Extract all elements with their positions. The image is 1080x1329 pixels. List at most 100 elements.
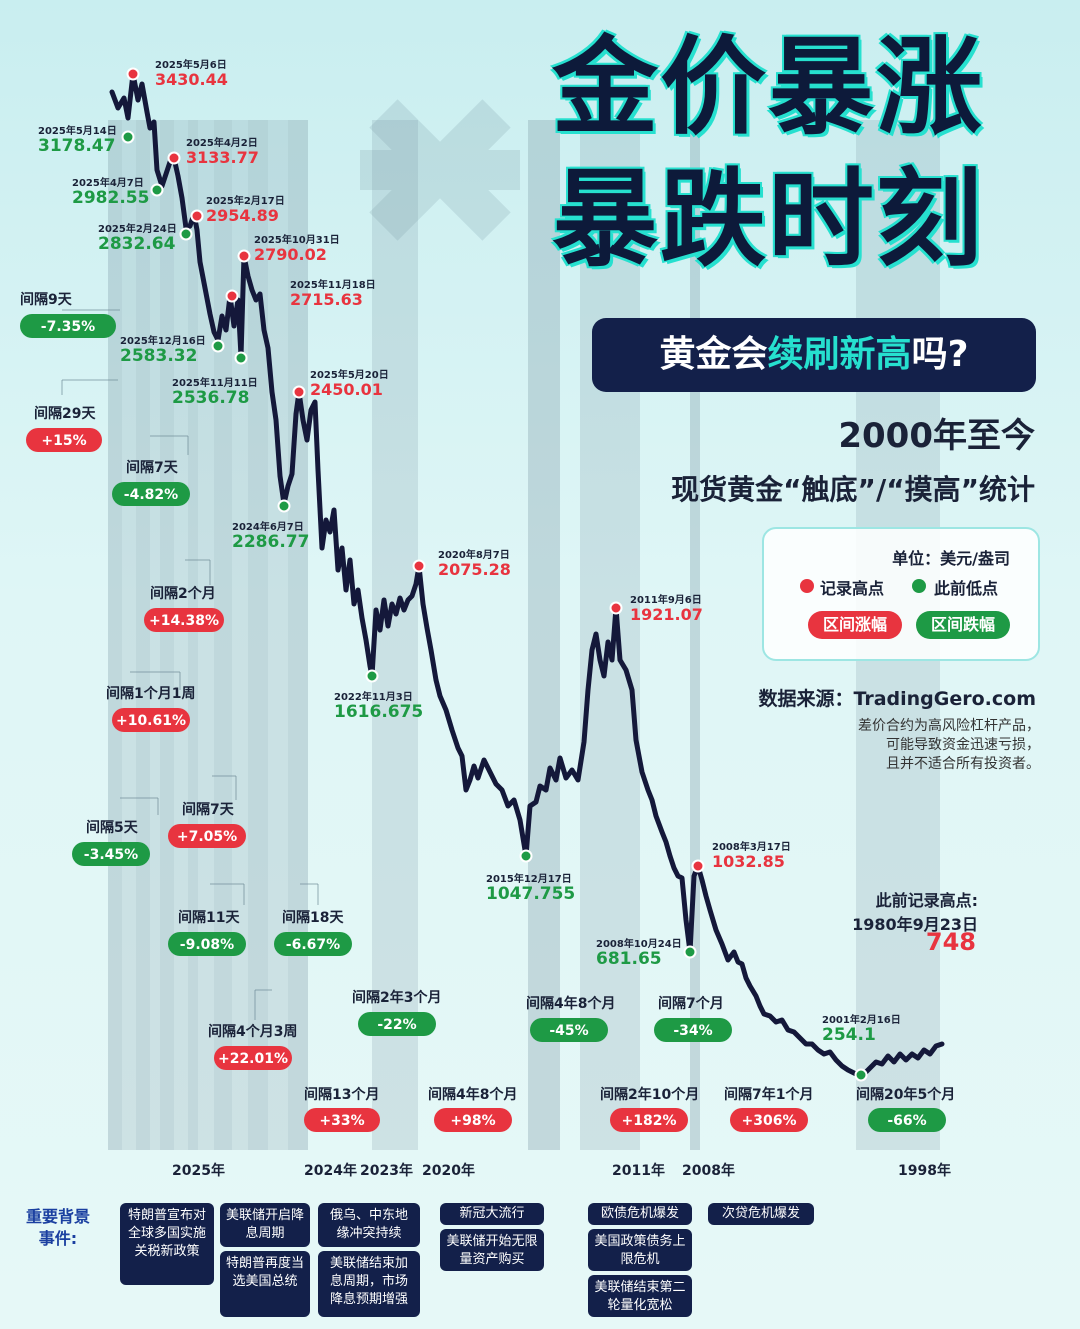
shade-band [188, 120, 198, 1150]
interval-change-label: -9.08% [180, 937, 234, 953]
interval-change-pill [274, 932, 352, 956]
shade-band [288, 120, 308, 1150]
prior-low-point [365, 669, 379, 683]
events-label: 重要背景事件: [25, 1207, 90, 1248]
shade-band [268, 120, 288, 1150]
since-label: 2000年至今 [838, 416, 1035, 456]
point-value-label: 2286.77 [232, 532, 309, 552]
point-date-label: 2024年6月7日 [232, 520, 304, 533]
interval-change-label: +98% [450, 1113, 495, 1129]
interval-change-pill [72, 842, 150, 866]
point-date-label: 2011年9月6日 [630, 593, 702, 606]
event-8: 欧债危机爆发 [588, 1203, 692, 1225]
legend-low-label: 此前低点 [934, 579, 999, 598]
banner-suffix: 吗? [911, 334, 969, 375]
interval-change-label: +182% [622, 1113, 677, 1129]
shade-band [122, 120, 136, 1150]
interval-gap-label: 间隔7天 [182, 801, 235, 818]
shade-band [248, 120, 268, 1150]
interval-change-pill [20, 314, 116, 338]
interval-change-label: -66% [887, 1113, 926, 1129]
interval-change-pill [434, 1108, 512, 1132]
source-text: 数据来源：TradingGero.com [758, 688, 1036, 710]
point-value-label: 3430.44 [155, 70, 228, 89]
event-2: 美联储开启降息周期 [220, 1203, 310, 1247]
interval-gap-label: 间隔2年3个月 [352, 989, 441, 1006]
interval-gap-label: 间隔7天 [126, 459, 179, 476]
interval-change-pill [654, 1018, 732, 1042]
point-value-label: 1616.675 [334, 702, 423, 722]
shade-band [372, 120, 418, 1150]
prior-low-point [277, 499, 291, 513]
event-9: 美国政策债务上限危机 [588, 1229, 692, 1271]
prior-record-label: 此前记录高点: [875, 891, 978, 910]
record-high-point [609, 601, 623, 615]
interval-change-label: -34% [673, 1023, 712, 1039]
point-date-label: 2008年10月24日 [596, 937, 682, 950]
interval-change-label: +15% [41, 433, 86, 449]
point-value-label: 1921.07 [630, 605, 703, 624]
interval-change-label: -3.45% [84, 847, 138, 863]
point-value-label: 3178.47 [38, 136, 115, 156]
interval-gap-label: 间隔2个月 [150, 585, 216, 602]
point-date-label: 2025年5月14日 [38, 124, 117, 137]
legend-high-dot [800, 579, 814, 593]
interval-gap-label: 间隔4个月3周 [208, 1023, 297, 1040]
interval-gap-label: 间隔9天 [20, 291, 73, 308]
interval-change-pill [168, 932, 246, 956]
shade-band [214, 120, 232, 1150]
prior-low-point [211, 339, 225, 353]
legend-box: 单位：美元/盎司 记录高点 此前低点 区间涨幅 区间跌幅 [762, 527, 1040, 661]
legend-rise-pill: 区间涨幅 [808, 611, 902, 639]
interval-change-label: +22.01% [218, 1051, 288, 1067]
legend-fall-pill: 区间跌幅 [916, 611, 1010, 639]
shade-band [198, 120, 214, 1150]
interval-change-pill [358, 1012, 436, 1036]
interval-gap-label: 间隔4年8个月 [428, 1086, 517, 1103]
interval-change-pill [168, 824, 246, 848]
year-tick-label: 2008年 [682, 1162, 735, 1179]
interval-change-pill [144, 608, 224, 632]
interval-gap-label: 间隔5天 [86, 819, 139, 836]
event-4: 俄乌、中东地缘冲突持续 [318, 1203, 420, 1247]
prior-low-point [683, 945, 697, 959]
interval-change-pill [214, 1046, 292, 1070]
interval-change-label: +306% [742, 1113, 797, 1129]
interval-gap-label: 间隔1个月1周 [106, 685, 195, 702]
point-date-label: 2025年2月24日 [98, 222, 177, 235]
point-value-label: 2450.01 [310, 380, 383, 399]
point-date-label: 2025年11月18日 [290, 278, 376, 291]
point-date-label: 2025年10月31日 [254, 233, 340, 246]
point-value-label: 2075.28 [438, 560, 511, 579]
disclaimer-1: 差价合约为高风险杠杆产品， [858, 718, 1040, 734]
record-high-point [190, 209, 204, 223]
point-value-label: 2832.64 [98, 234, 176, 254]
legend-low-dot [912, 579, 926, 593]
point-value-label: 2536.78 [172, 388, 249, 408]
legend-high-label: 记录高点 [820, 579, 885, 598]
interval-gap-label: 间隔7个月 [658, 995, 724, 1012]
point-value-label: 1032.85 [712, 852, 785, 871]
interval-change-pill [26, 428, 102, 452]
point-value-label: 2982.55 [72, 188, 149, 208]
point-value-label: 254.1 [822, 1025, 876, 1045]
shade-band [174, 120, 188, 1150]
price-line [109, 71, 945, 1077]
year-tick-label: 2023年 [360, 1162, 413, 1179]
interval-change-label: -22% [377, 1017, 416, 1033]
record-high-point [225, 289, 239, 303]
point-date-label: 2001年2月16日 [822, 1013, 901, 1026]
shade-band [528, 120, 560, 1150]
event-11: 次贷危机爆发 [708, 1203, 814, 1225]
event-6: 新冠大流行 [440, 1203, 544, 1225]
point-value-label: 3133.77 [186, 148, 259, 167]
interval-change-pill [112, 708, 190, 732]
interval-change-pill [868, 1108, 946, 1132]
point-date-label: 2025年11月11日 [172, 376, 258, 389]
shade-band [160, 120, 174, 1150]
point-value-label: 2790.02 [254, 245, 327, 264]
point-date-label: 2025年5月20日 [310, 368, 389, 381]
point-date-label: 2025年12月16日 [120, 334, 206, 347]
prior-low-point [121, 130, 135, 144]
interval-gap-label: 间隔18天 [282, 909, 344, 926]
